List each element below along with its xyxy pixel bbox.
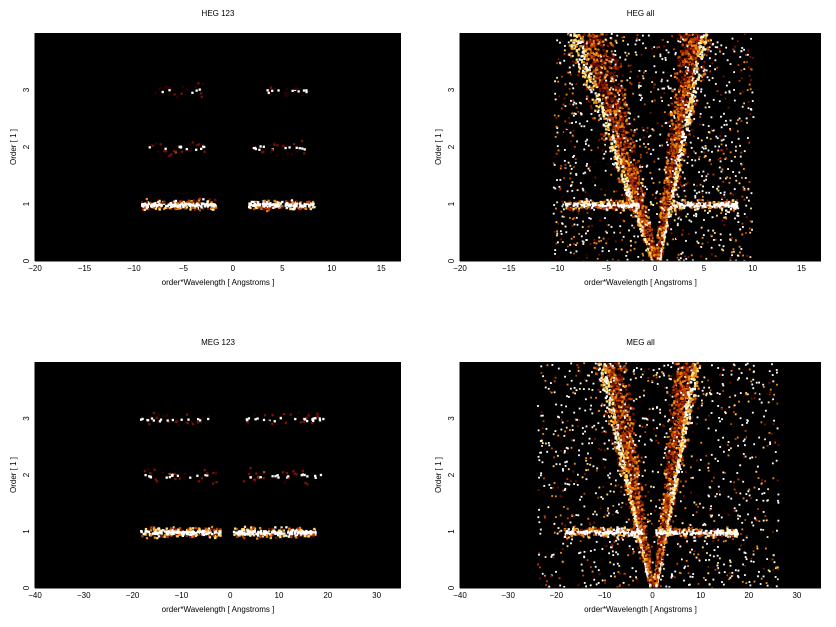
y-tick-label: 0	[447, 258, 456, 263]
x-tick-label: 10	[275, 591, 284, 600]
y-tick-label: 1	[22, 201, 31, 206]
x-tick-label: −20	[549, 591, 563, 600]
x-tick-label: −10	[551, 264, 565, 273]
x-tick-label: 5	[702, 264, 707, 273]
y-tick-label: 0	[22, 585, 31, 590]
y-tick-label: 0	[447, 585, 456, 590]
plot-background	[460, 362, 821, 588]
y-axis-label: Order [ 1 ]	[9, 457, 18, 493]
y-axis-label: Order [ 1 ]	[434, 129, 443, 165]
x-tick-label: 15	[797, 264, 806, 273]
y-tick-label: 3	[447, 87, 456, 92]
x-tick-label: 0	[650, 591, 655, 600]
y-tick-label: 3	[22, 416, 31, 421]
feature-hband	[247, 199, 316, 213]
y-tick-label: 1	[22, 529, 31, 534]
feature-hband	[242, 467, 323, 486]
x-tick-label: −5	[602, 264, 612, 273]
feature-hband	[252, 139, 306, 157]
x-axis-label: order*Wavelength [ Angstroms ]	[162, 605, 275, 614]
feature-hband	[140, 525, 222, 540]
y-tick-label: 0	[22, 258, 31, 263]
panel-title: HEG 123	[202, 9, 235, 18]
y-tick-label: 3	[447, 416, 456, 421]
plot-background	[35, 33, 401, 261]
panel-title: MEG 123	[201, 338, 235, 347]
feature-hband	[154, 82, 204, 99]
x-tick-label: 20	[323, 591, 332, 600]
x-tick-label: −20	[28, 264, 42, 273]
feature-hband	[232, 525, 317, 540]
x-tick-label: −15	[502, 264, 516, 273]
heatmap-data	[552, 33, 755, 261]
x-tick-label: 10	[327, 264, 336, 273]
feature-hband	[139, 411, 210, 426]
panel-title: HEG all	[627, 9, 655, 18]
y-tick-label: 2	[447, 472, 456, 477]
x-tick-label: −30	[501, 591, 515, 600]
heatmap-data	[139, 411, 325, 540]
panel-0: HEG 123 −20 −15 −10 −5 0 5 10 15 0 1 2 3 order*Wavele…	[9, 9, 401, 287]
feature-hband	[140, 197, 218, 212]
heatmap-data	[140, 82, 316, 213]
x-tick-label: 0	[231, 264, 236, 273]
y-tick-label: 1	[447, 201, 456, 206]
y-tick-label: 3	[22, 87, 31, 92]
feature-scatter	[537, 362, 780, 588]
x-tick-label: −40	[453, 591, 467, 600]
x-tick-label: −10	[598, 591, 612, 600]
y-tick-label: 2	[447, 144, 456, 149]
feature-hband	[655, 525, 739, 539]
x-axis-label: order*Wavelength [ Angstroms ]	[584, 605, 697, 614]
x-tick-label: 10	[748, 264, 757, 273]
feature-hband	[266, 85, 308, 97]
x-tick-label: −20	[453, 264, 467, 273]
x-tick-label: −20	[126, 591, 140, 600]
x-tick-label: 20	[744, 591, 753, 600]
y-tick-label: 2	[22, 144, 31, 149]
feature-hband	[143, 467, 218, 485]
plot-background	[35, 362, 401, 588]
x-tick-label: −15	[78, 264, 92, 273]
x-tick-label: 5	[280, 264, 285, 273]
feature-hband	[148, 141, 206, 158]
y-tick-label: 2	[22, 472, 31, 477]
x-tick-label: 0	[653, 264, 658, 273]
x-tick-label: 30	[792, 591, 801, 600]
x-tick-label: −5	[179, 264, 189, 273]
heatmap-data	[537, 362, 780, 588]
feature-hband	[245, 411, 325, 425]
x-tick-label: 10	[696, 591, 705, 600]
panel-1: HEG all −20 −15 −10 −5 0 5 10 15 0 1 2 3 order*Wavele…	[434, 9, 821, 287]
x-tick-label: 15	[377, 264, 386, 273]
y-axis-label: Order [ 1 ]	[9, 129, 18, 165]
x-tick-label: −40	[28, 591, 42, 600]
panel-2: MEG 123 −40 −30 −20 −10 0 10 20 30 0 1 2 3 order*Wave…	[9, 338, 401, 614]
y-tick-label: 1	[447, 529, 456, 534]
feature-wedge	[652, 362, 702, 588]
x-tick-label: 0	[228, 591, 233, 600]
panel-title: MEG all	[626, 338, 655, 347]
feature-scatter	[552, 33, 755, 261]
x-tick-label: −30	[77, 591, 91, 600]
x-axis-label: order*Wavelength [ Angstroms ]	[162, 278, 275, 287]
y-axis-label: Order [ 1 ]	[434, 457, 443, 493]
x-tick-label: −10	[127, 264, 141, 273]
panel-3: MEG all −40 −30 −20 −10 0 10 20 30 0 1 2 3 order*Wave…	[434, 338, 821, 614]
x-tick-label: 30	[372, 591, 381, 600]
x-tick-label: −10	[175, 591, 189, 600]
x-axis-label: order*Wavelength [ Angstroms ]	[584, 278, 697, 287]
